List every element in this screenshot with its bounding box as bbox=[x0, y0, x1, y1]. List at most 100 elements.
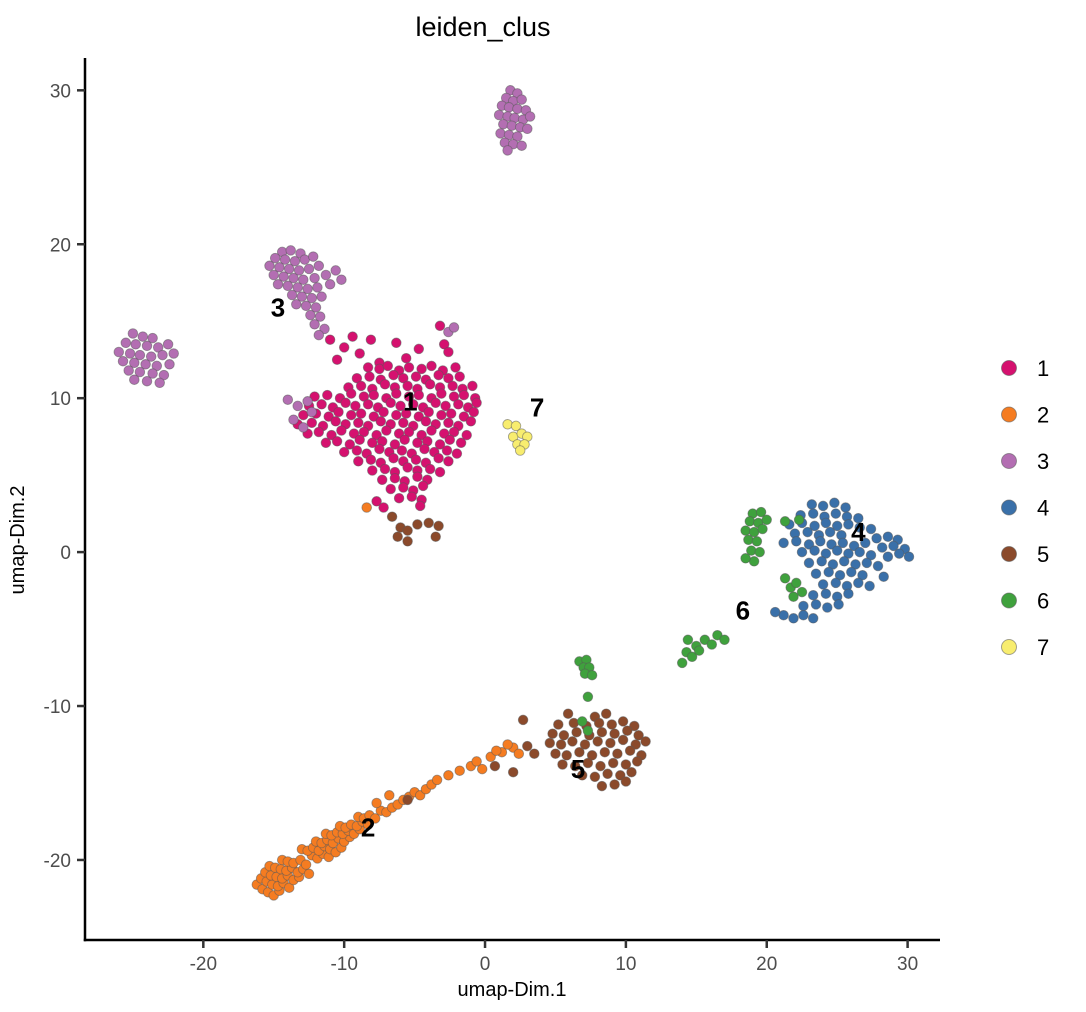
data-point bbox=[809, 520, 820, 532]
data-point bbox=[320, 269, 332, 281]
data-point bbox=[278, 271, 289, 282]
y-axis-label: umap-Dim.2 bbox=[7, 486, 29, 595]
legend-item-6: 6 bbox=[1001, 589, 1049, 614]
data-point bbox=[385, 397, 396, 409]
data-point bbox=[285, 245, 296, 256]
data-point bbox=[617, 734, 629, 746]
data-point bbox=[412, 437, 423, 449]
data-point bbox=[324, 334, 336, 345]
cluster-1-points bbox=[292, 320, 482, 513]
data-point bbox=[802, 526, 813, 538]
data-point bbox=[443, 417, 454, 429]
data-point bbox=[371, 797, 382, 809]
data-point bbox=[512, 103, 523, 115]
data-point bbox=[412, 519, 423, 530]
data-point bbox=[410, 371, 422, 382]
data-point bbox=[330, 416, 341, 427]
data-point bbox=[682, 634, 694, 646]
data-point bbox=[831, 545, 843, 556]
cluster-label-6: 6 bbox=[736, 596, 750, 626]
data-point bbox=[620, 776, 632, 787]
data-point bbox=[338, 342, 350, 353]
data-point bbox=[513, 748, 525, 759]
data-point bbox=[816, 556, 827, 567]
data-point bbox=[129, 357, 140, 369]
data-point bbox=[433, 520, 444, 532]
data-point bbox=[379, 379, 391, 390]
data-point bbox=[830, 577, 842, 589]
x-axis-label: umap-Dim.1 bbox=[458, 979, 567, 1001]
data-point bbox=[130, 339, 141, 350]
data-point bbox=[312, 282, 323, 293]
data-point bbox=[362, 399, 374, 410]
data-point bbox=[389, 439, 401, 450]
data-point bbox=[829, 497, 840, 509]
data-point bbox=[307, 251, 319, 262]
data-point bbox=[157, 349, 168, 361]
data-point bbox=[386, 511, 398, 522]
data-point bbox=[516, 140, 527, 151]
data-point bbox=[324, 279, 336, 290]
scatter-points bbox=[113, 85, 915, 901]
data-point bbox=[391, 409, 402, 421]
data-point bbox=[502, 419, 513, 430]
data-point bbox=[367, 465, 378, 476]
data-point bbox=[353, 456, 364, 467]
legend-swatch bbox=[1001, 546, 1017, 562]
data-point bbox=[882, 551, 894, 562]
data-point bbox=[288, 414, 299, 425]
data-point bbox=[374, 443, 385, 455]
data-point bbox=[571, 726, 582, 738]
data-point bbox=[347, 331, 358, 342]
x-tick-label: 20 bbox=[756, 954, 777, 975]
data-point bbox=[400, 352, 412, 364]
data-point bbox=[443, 770, 454, 781]
data-point bbox=[882, 531, 894, 542]
data-point bbox=[310, 302, 322, 313]
cluster-label-1: 1 bbox=[403, 386, 417, 416]
data-point bbox=[309, 272, 320, 284]
data-point bbox=[154, 377, 165, 389]
data-point bbox=[391, 337, 402, 349]
data-point bbox=[751, 536, 763, 547]
data-point bbox=[837, 537, 849, 549]
data-point bbox=[558, 730, 570, 741]
data-point bbox=[555, 739, 567, 750]
data-point bbox=[309, 319, 320, 330]
data-point bbox=[876, 542, 888, 553]
data-point bbox=[491, 745, 502, 756]
data-point bbox=[413, 389, 425, 401]
data-point bbox=[596, 780, 608, 792]
data-point bbox=[282, 394, 294, 405]
data-point bbox=[345, 388, 357, 399]
data-point bbox=[417, 480, 429, 492]
legend-label: 5 bbox=[1037, 542, 1049, 567]
data-point bbox=[754, 546, 765, 558]
data-point bbox=[306, 406, 318, 418]
data-point bbox=[395, 400, 406, 412]
cluster-label-3: 3 bbox=[271, 292, 285, 322]
data-point bbox=[393, 492, 405, 504]
data-point bbox=[817, 500, 829, 512]
data-point bbox=[164, 359, 175, 370]
data-point bbox=[402, 380, 413, 392]
data-point bbox=[305, 309, 316, 321]
data-point bbox=[313, 260, 325, 272]
data-point bbox=[322, 389, 333, 401]
data-point bbox=[333, 406, 344, 418]
data-point bbox=[398, 417, 409, 429]
data-point bbox=[743, 534, 754, 546]
data-point bbox=[606, 719, 618, 730]
data-point bbox=[871, 533, 882, 544]
data-point bbox=[823, 566, 834, 578]
data-point bbox=[137, 331, 149, 342]
data-point bbox=[838, 556, 850, 567]
data-point bbox=[147, 368, 158, 379]
data-point bbox=[355, 408, 367, 419]
x-tick-label: 30 bbox=[897, 954, 918, 975]
data-point bbox=[524, 111, 536, 122]
data-point bbox=[123, 365, 134, 376]
data-point bbox=[820, 588, 832, 599]
data-point bbox=[434, 466, 446, 478]
data-point bbox=[586, 669, 598, 681]
